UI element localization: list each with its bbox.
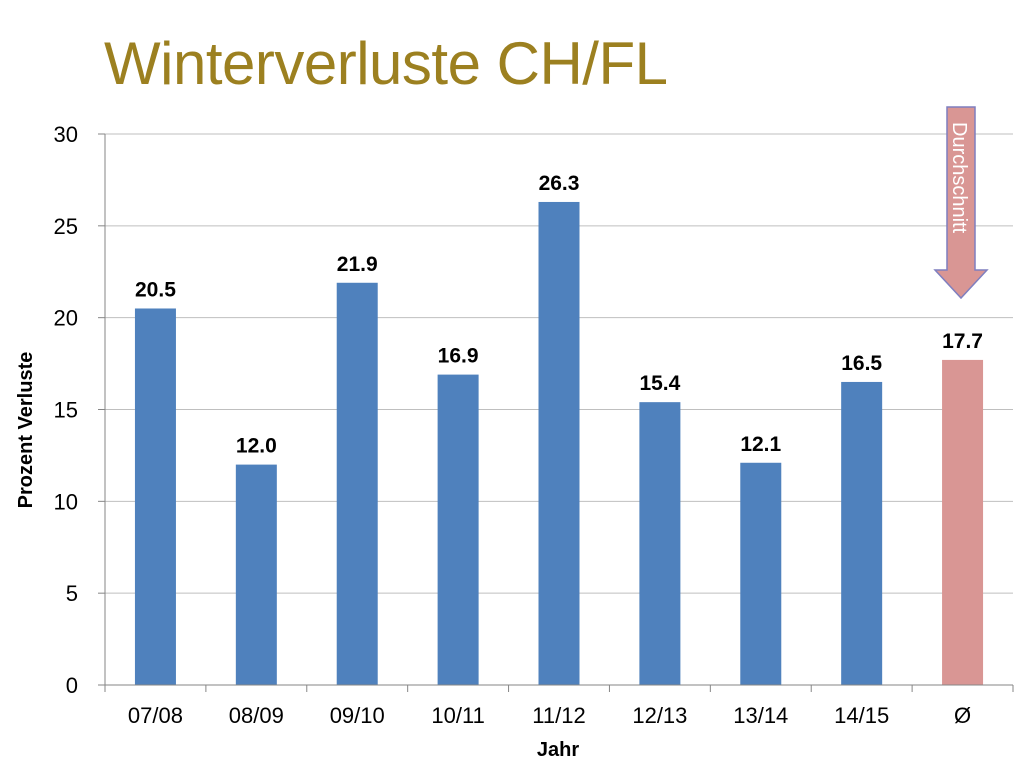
data-label: 26.3 [539, 172, 580, 195]
y-tick-label: 5 [66, 581, 78, 606]
bar-13/14 [740, 462, 782, 685]
bar-09/10 [336, 282, 378, 685]
bar-07/08 [134, 308, 176, 685]
data-label: 21.9 [337, 253, 378, 276]
x-tick-label: 08/09 [229, 703, 284, 728]
bar-10/11 [437, 374, 479, 685]
data-label: 16.9 [438, 345, 479, 368]
x-tick-label: 12/13 [632, 703, 687, 728]
data-label: 17.7 [942, 330, 983, 353]
y-tick-label: 30 [54, 122, 78, 147]
down-arrow-icon [933, 106, 989, 300]
x-axis-title: Jahr [537, 739, 579, 761]
x-tick-label: 07/08 [128, 703, 183, 728]
data-label: 12.0 [236, 435, 277, 458]
y-tick-label: 0 [66, 673, 78, 698]
durchschnitt-callout: Durchschnitt [933, 106, 989, 300]
x-tick-label: 10/11 [431, 703, 484, 728]
data-label: 16.5 [841, 352, 882, 375]
data-label: 12.1 [740, 433, 781, 456]
y-tick-label: 20 [54, 306, 78, 331]
bar-14/15 [841, 381, 883, 685]
bar-11/12 [538, 201, 580, 685]
y-tick-label: 15 [54, 398, 78, 423]
x-tick-label: 14/15 [834, 703, 889, 728]
bar-12/13 [639, 402, 681, 685]
y-tick-label: 25 [54, 214, 78, 239]
x-tick-label: 13/14 [733, 703, 788, 728]
data-label: 20.5 [135, 278, 176, 301]
x-tick-label: 11/12 [532, 703, 585, 728]
slide-title: Winterverluste CH/FL [104, 30, 668, 97]
data-label: 15.4 [639, 372, 680, 395]
bar-Ø [942, 359, 984, 685]
y-axis-title: Prozent Verluste [15, 352, 37, 509]
x-tick-label: Ø [954, 703, 971, 728]
y-tick-label: 10 [54, 489, 78, 514]
x-tick-label: 09/10 [330, 703, 385, 728]
bars [134, 201, 984, 685]
bar-08/09 [235, 464, 277, 685]
data-labels: 20.5 12.0 21.9 16.9 26.3 15.4 12.1 16.5 17.7 [135, 172, 983, 458]
callout-label: Durchschnitt [948, 122, 970, 234]
axes: 0 5 10 15 20 25 30 07/08 08/09 09/10 10/11 11/12 12/… [54, 122, 1014, 728]
